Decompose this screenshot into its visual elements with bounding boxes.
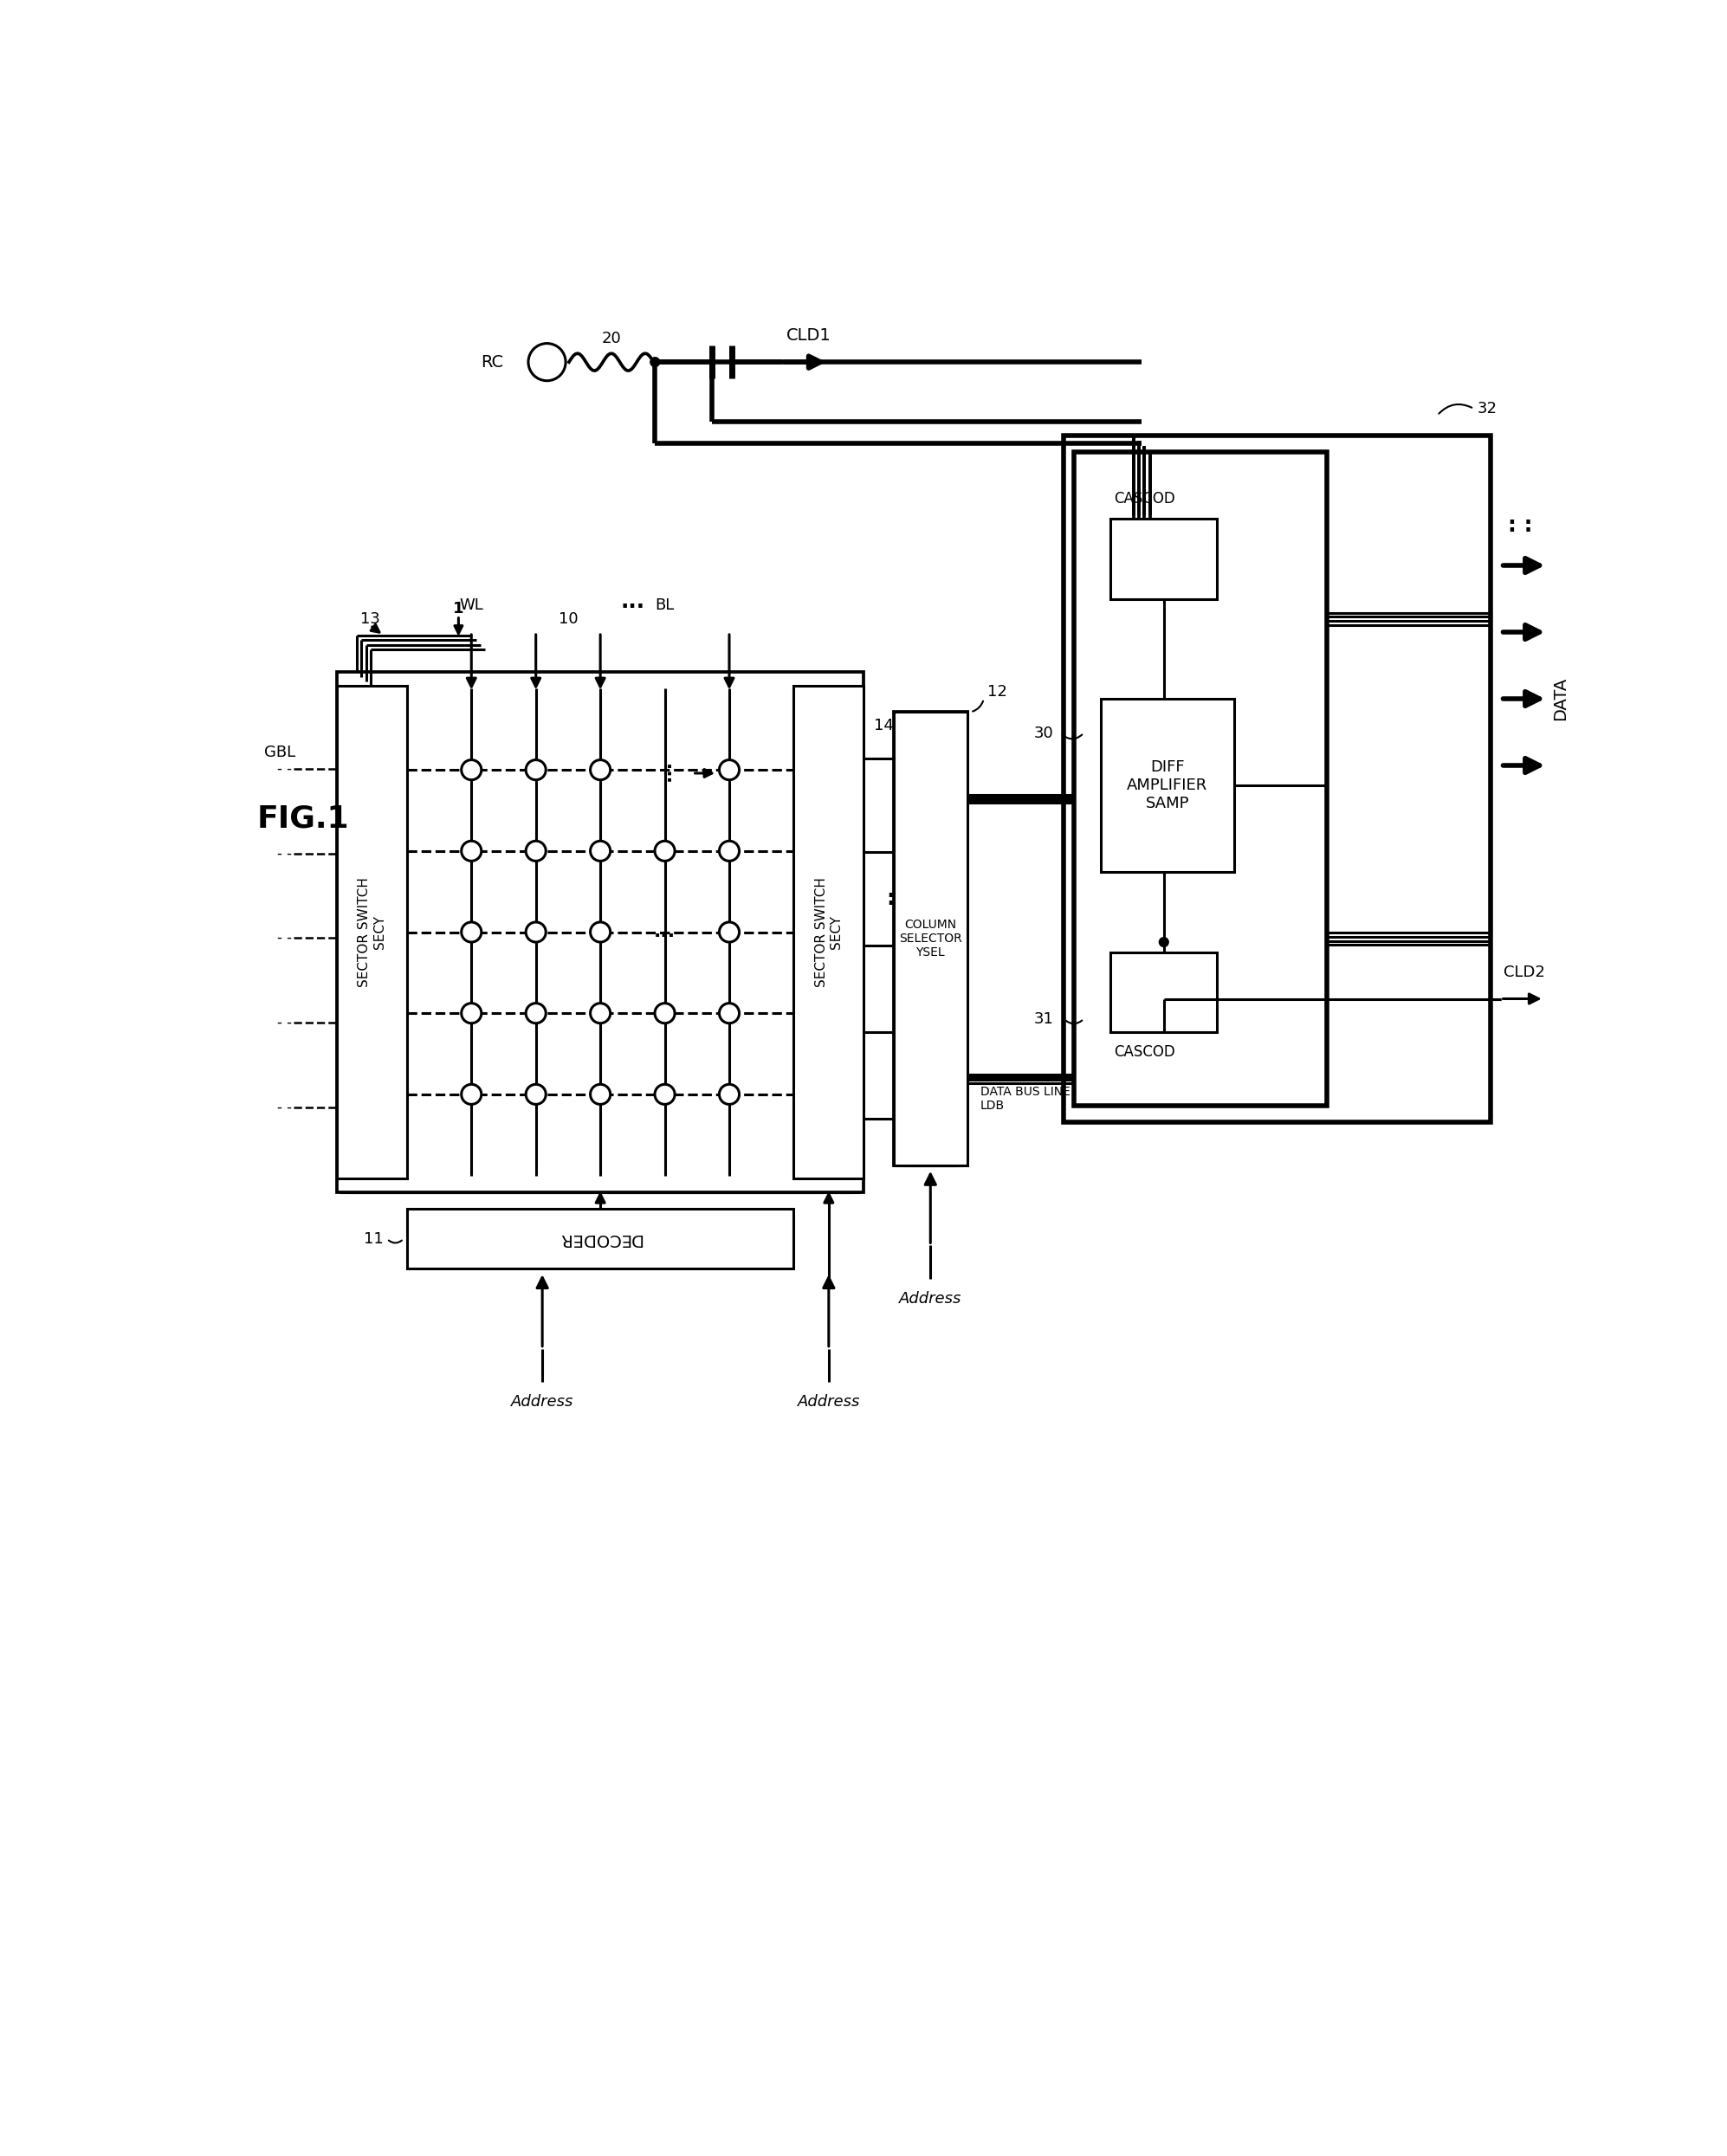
Bar (895, 711, 967, 1166)
Text: RC: RC (482, 354, 504, 371)
Text: SECTOR SWITCH
SECY: SECTOR SWITCH SECY (815, 877, 843, 987)
Bar (345, 681, 855, 1192)
Text: DATA: DATA (1553, 677, 1568, 720)
Circle shape (1159, 938, 1169, 946)
Circle shape (718, 1003, 739, 1024)
Bar (1110, 520, 1218, 599)
Text: 14: 14 (874, 718, 893, 733)
Circle shape (718, 841, 739, 860)
Text: Address: Address (798, 1395, 860, 1410)
Bar (337, 673, 864, 1192)
Text: : :: : : (1508, 515, 1534, 537)
Text: 31: 31 (1034, 1011, 1053, 1026)
Text: ...: ... (655, 923, 675, 940)
Bar (907, 724, 953, 1166)
Circle shape (461, 923, 482, 942)
Bar (1110, 953, 1218, 1033)
Circle shape (591, 841, 610, 860)
Bar (351, 686, 850, 1192)
Circle shape (591, 1084, 610, 1104)
Circle shape (591, 759, 610, 780)
Text: CASCOD: CASCOD (1114, 492, 1174, 507)
Bar (903, 722, 958, 1166)
Text: CASCOD: CASCOD (1114, 1044, 1174, 1061)
Text: 32: 32 (1477, 401, 1497, 416)
Circle shape (525, 1084, 546, 1104)
Text: DIFF
AMPLIFIER
SAMP: DIFF AMPLIFIER SAMP (1126, 759, 1207, 811)
Bar (1064, 436, 1490, 1121)
Text: 10: 10 (558, 610, 579, 627)
Text: Address: Address (900, 1291, 962, 1307)
Text: - -: - - (278, 1015, 292, 1031)
Bar (408, 1210, 794, 1268)
Text: 20: 20 (601, 330, 622, 347)
Circle shape (651, 358, 660, 367)
Text: :: : (886, 888, 895, 910)
Text: 1: 1 (452, 602, 465, 617)
Circle shape (461, 759, 482, 780)
Text: DATA BUS LINE
LDB: DATA BUS LINE LDB (981, 1087, 1071, 1112)
Text: COLUMN
SELECTOR
YSEL: COLUMN SELECTOR YSEL (900, 918, 962, 959)
Text: GBL: GBL (264, 744, 295, 759)
Circle shape (461, 1003, 482, 1024)
Text: FIG.1: FIG.1 (257, 804, 349, 834)
Circle shape (655, 1003, 675, 1024)
Text: Address: Address (511, 1395, 573, 1410)
Bar (1069, 440, 1485, 1121)
Text: WL: WL (459, 597, 484, 612)
Bar (342, 677, 858, 1192)
Circle shape (525, 923, 546, 942)
Text: CLD1: CLD1 (786, 328, 831, 343)
Bar (898, 716, 962, 1166)
Text: 12: 12 (988, 683, 1007, 701)
Text: - -: - - (278, 845, 292, 860)
Bar (1074, 453, 1328, 1106)
Text: DECODER: DECODER (558, 1231, 642, 1246)
Circle shape (655, 841, 675, 860)
Circle shape (528, 343, 566, 382)
Text: 13: 13 (361, 610, 380, 627)
Text: 30: 30 (1034, 724, 1053, 742)
Circle shape (591, 1003, 610, 1024)
Circle shape (525, 759, 546, 780)
Bar (1100, 699, 1233, 871)
Text: BL: BL (655, 597, 675, 612)
Bar (1072, 444, 1482, 1121)
Circle shape (718, 759, 739, 780)
Text: CLD2: CLD2 (1502, 964, 1544, 979)
Circle shape (718, 923, 739, 942)
Circle shape (655, 1084, 675, 1104)
Circle shape (718, 1084, 739, 1104)
Circle shape (461, 1084, 482, 1104)
Text: ...: ... (620, 591, 644, 612)
Bar (1078, 448, 1477, 1121)
Text: - -: - - (278, 1100, 292, 1115)
Bar (794, 686, 864, 1179)
Text: 11: 11 (364, 1231, 383, 1246)
Circle shape (591, 923, 610, 942)
Bar (337, 686, 408, 1179)
Text: ...: ... (656, 759, 674, 780)
Circle shape (525, 1003, 546, 1024)
Text: SECTOR SWITCH
SECY: SECTOR SWITCH SECY (357, 877, 385, 987)
Text: - -: - - (278, 929, 292, 946)
Text: - -: - - (278, 761, 292, 776)
Circle shape (525, 841, 546, 860)
Circle shape (461, 841, 482, 860)
Bar (895, 711, 967, 1166)
